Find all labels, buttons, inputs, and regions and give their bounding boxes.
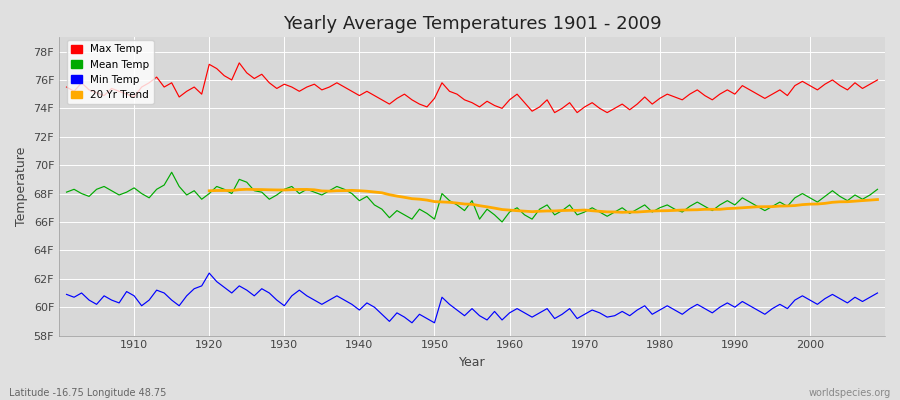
Text: Latitude -16.75 Longitude 48.75: Latitude -16.75 Longitude 48.75 (9, 388, 166, 398)
Text: worldspecies.org: worldspecies.org (809, 388, 891, 398)
Y-axis label: Temperature: Temperature (15, 147, 28, 226)
X-axis label: Year: Year (459, 356, 485, 369)
Title: Yearly Average Temperatures 1901 - 2009: Yearly Average Temperatures 1901 - 2009 (283, 15, 662, 33)
Legend: Max Temp, Mean Temp, Min Temp, 20 Yr Trend: Max Temp, Mean Temp, Min Temp, 20 Yr Tre… (68, 40, 154, 104)
